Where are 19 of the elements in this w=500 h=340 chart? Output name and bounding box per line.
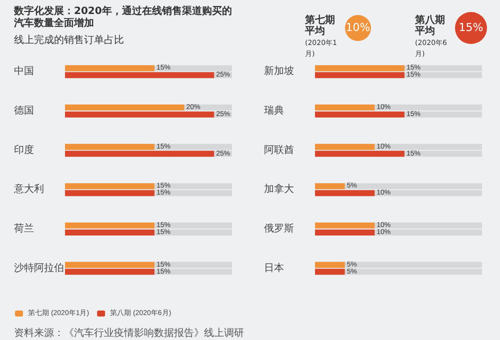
text: 10% — [345, 15, 371, 41]
y-tick-label: 荷兰 — [14, 222, 34, 234]
y-tick-label: 新加坡 — [264, 65, 294, 78]
y-tick-label: 意大利 — [13, 183, 44, 196]
y-tick-label: 沙特阿拉伯 — [14, 262, 64, 274]
y-tick-label: 加拿大 — [264, 183, 294, 196]
y-tick-label: 瑞典 — [264, 104, 284, 116]
text: 第八期平均 — [415, 15, 446, 37]
y-tick-label: 阿联酋 — [264, 144, 294, 156]
chart-subtitle: 线上完成的销售订单占比 — [14, 34, 124, 47]
text: 第七期平均 — [305, 15, 336, 37]
text: 15% — [455, 12, 487, 44]
y-tick-label: 中国 — [14, 65, 34, 78]
chart-title: 数字化发展：2020年，通过在线销售渠道购买的汽车数量全面增加 — [14, 6, 233, 30]
text: 资料来源：《汽车行业疫情影响数据报告》线上调研 — [14, 326, 244, 340]
y-tick-label: 印度 — [14, 144, 34, 156]
y-tick-label: 日本 — [264, 262, 284, 274]
y-tick-label: 德国 — [14, 106, 34, 116]
y-tick-label: 俄罗斯 — [264, 222, 294, 234]
